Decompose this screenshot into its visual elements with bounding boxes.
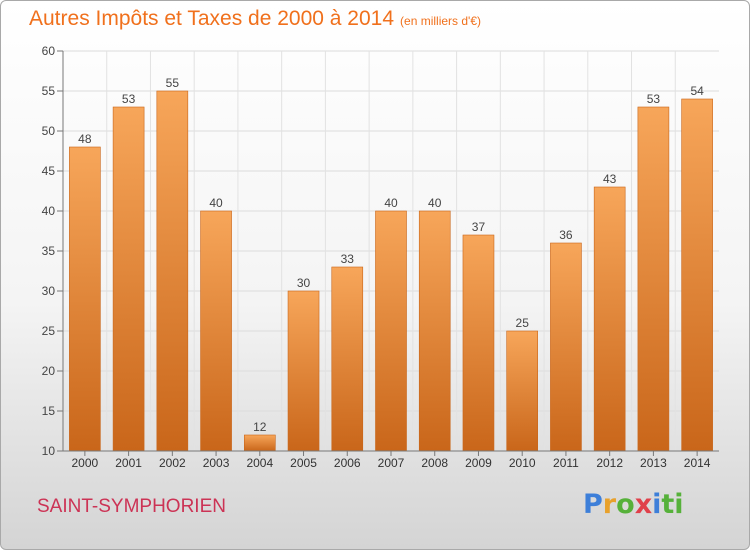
y-tick-label: 15 [42, 404, 56, 418]
bar [637, 106, 670, 452]
bar [462, 234, 495, 452]
bar-value-label: 54 [690, 84, 704, 98]
x-tick-label: 2002 [159, 456, 186, 470]
bar-value-label: 48 [78, 132, 92, 146]
y-tick-label: 55 [42, 84, 56, 98]
bar-value-label: 37 [472, 220, 486, 234]
bar-value-label: 36 [559, 228, 573, 242]
y-tick-label: 50 [42, 124, 56, 138]
y-tick-label: 60 [42, 44, 56, 58]
x-tick-label: 2004 [246, 456, 273, 470]
bar-value-label: 25 [516, 316, 530, 330]
y-tick-label: 20 [42, 364, 56, 378]
x-tick-label: 2012 [596, 456, 623, 470]
x-tick-label: 2013 [640, 456, 667, 470]
bar-value-label: 55 [166, 76, 180, 90]
bar [112, 106, 145, 452]
bar-value-label: 53 [122, 92, 136, 106]
x-tick-label: 2011 [553, 456, 579, 470]
bar-value-label: 53 [647, 92, 661, 106]
logo-letter: i [652, 489, 662, 520]
y-tick-label: 45 [42, 164, 56, 178]
bar [287, 290, 320, 452]
bar-value-label: 30 [297, 276, 311, 290]
logo-letter: ti [661, 489, 684, 520]
x-tick-label: 2006 [334, 456, 361, 470]
axis-layer: 10 15 20 25 30 35 40 45 50 55 60 2000 2001 2002 2003 20… [42, 44, 719, 470]
bar [200, 210, 232, 452]
logo-letter: o [616, 489, 635, 520]
bar [506, 330, 539, 452]
bar [375, 210, 407, 452]
y-tick-label: 35 [42, 244, 56, 258]
chart-title: Autres Impôts et Taxes de 2000 à 2014 (en… [29, 7, 481, 31]
x-tick-label: 2009 [465, 456, 492, 470]
bar-layer: 48 53 55 40 12 30 33 40 40 37 25 36 43 53 54 [69, 76, 713, 452]
x-tick-label: 2001 [115, 456, 142, 470]
y-tick-label: 40 [42, 204, 56, 218]
x-tick-label: 2003 [203, 456, 230, 470]
bar-value-label: 40 [384, 196, 398, 210]
x-tick-label: 2000 [72, 456, 99, 470]
x-tick-label: 2005 [290, 456, 317, 470]
y-tick-label: 30 [42, 284, 56, 298]
x-tick-label: 2014 [684, 456, 711, 470]
x-tick-label: 2010 [509, 456, 536, 470]
bar [418, 210, 451, 452]
bar [550, 242, 582, 452]
bar-value-label: 12 [253, 420, 267, 434]
y-tick-label: 25 [42, 324, 56, 338]
bar [331, 266, 364, 452]
logo-letter: x [634, 489, 653, 520]
bar-value-label: 33 [341, 252, 355, 266]
x-tick-label: 2008 [421, 456, 448, 470]
logo-letter: P [583, 489, 603, 520]
bar-value-label: 40 [209, 196, 223, 210]
bar [156, 90, 189, 452]
bar [244, 434, 276, 452]
chart-title-text: Autres Impôts et Taxes de 2000 à 2014 [29, 7, 395, 30]
bar [69, 146, 101, 452]
y-tick-label: 10 [42, 444, 56, 458]
bar-value-label: 43 [603, 172, 617, 186]
city-name: SAINT-SYMPHORIEN [37, 496, 226, 517]
logo-letter: r [602, 489, 617, 520]
proxiti-logo[interactable]: Proxiti [583, 489, 684, 520]
bar [593, 186, 626, 452]
chart-title-unit: (en milliers d'€) [400, 14, 482, 28]
x-tick-label: 2007 [378, 456, 405, 470]
bar [681, 98, 713, 452]
bar-value-label: 40 [428, 196, 442, 210]
